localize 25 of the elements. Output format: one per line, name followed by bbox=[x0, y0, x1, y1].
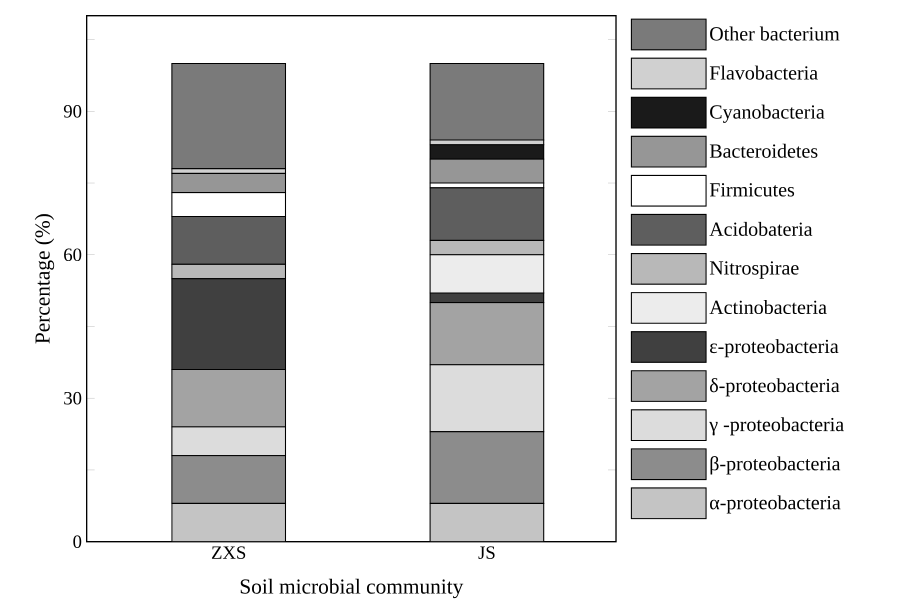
bar bbox=[171, 502, 286, 542]
legend-label: Firmicutes bbox=[710, 183, 794, 197]
legend-label: Flavobacteria bbox=[710, 66, 818, 80]
legend-label: Cyanobacteria bbox=[710, 104, 824, 123]
legend-label: Nitrospirae bbox=[710, 261, 799, 279]
bar bbox=[171, 62, 286, 170]
legend-label: Actinobacteria bbox=[709, 300, 827, 314]
x-tick-label: JS bbox=[478, 546, 495, 559]
x-axis-title: Soil microbial community bbox=[240, 578, 464, 598]
legend-label: Bacteroidetes bbox=[710, 144, 818, 158]
y-tick-label: 0 bbox=[73, 535, 82, 548]
y-tick-label: 30 bbox=[64, 392, 82, 405]
legend-label: γ -proteobacteria bbox=[709, 417, 844, 436]
bar bbox=[430, 502, 544, 542]
legend-label: ε-proteobacteria bbox=[710, 339, 838, 358]
legend-label: β-proteobacteria bbox=[710, 456, 840, 475]
legend-label: Other bacterium bbox=[710, 26, 840, 41]
y-tick-label: 90 bbox=[64, 104, 82, 118]
legend-label: Acidobateria bbox=[709, 222, 812, 236]
bar bbox=[430, 62, 544, 141]
y-axis-title: Percentage (%) bbox=[34, 214, 54, 344]
y-tick-label: 60 bbox=[64, 248, 82, 262]
legend-label: δ-proteobacteria bbox=[710, 378, 840, 396]
legend-label: α-proteobacteria bbox=[710, 495, 841, 514]
x-tick-label: ZXS bbox=[212, 546, 246, 559]
